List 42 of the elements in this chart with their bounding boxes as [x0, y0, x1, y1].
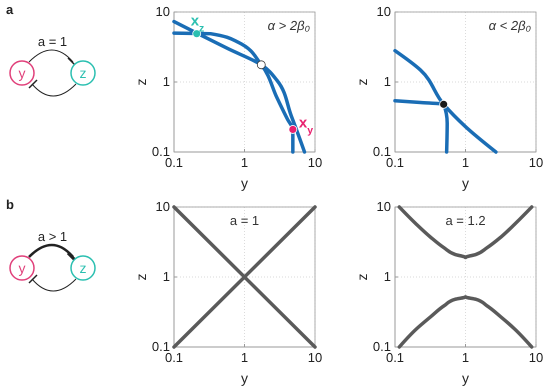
- text: b: [6, 197, 14, 212]
- x-tick-label: 10: [528, 155, 544, 170]
- text: α < 2β₀: [488, 18, 532, 33]
- text: y: [18, 260, 26, 276]
- y-tick-label: 1: [384, 74, 391, 90]
- x-tick-label: 10: [308, 350, 322, 366]
- text: a = 1.2: [445, 213, 486, 228]
- x-tick-label: 10: [308, 155, 322, 170]
- y-tick-label: 10: [376, 4, 391, 20]
- annotation: x$_{y}$: [298, 114, 314, 136]
- y-tick-label: 1: [384, 269, 391, 284]
- x-axis-title: y: [462, 370, 469, 386]
- x-axis-title: y: [241, 370, 248, 386]
- y-axis-title: z: [133, 274, 149, 280]
- y-axis-title: z: [354, 274, 370, 280]
- y-tick-label: 10: [156, 199, 170, 214]
- x-axis-title: y: [462, 175, 469, 191]
- x-axis-title: y: [241, 175, 248, 191]
- y-axis-title: z: [133, 78, 149, 86]
- x-tick-label: 1: [240, 155, 248, 170]
- text: a = 1: [38, 34, 68, 49]
- text: z: [80, 260, 86, 276]
- x-tick-label: 1: [462, 155, 470, 170]
- text: α > 2β₀: [268, 18, 311, 33]
- y-tick-label: 0.1: [372, 339, 391, 354]
- x-tick-label: 1: [462, 350, 470, 366]
- x-tick-label: 1: [240, 350, 248, 366]
- text: y: [18, 65, 26, 81]
- text: a > 1: [38, 229, 68, 244]
- y-tick-label: 0.1: [152, 144, 170, 160]
- y-tick-label: 0.1: [152, 339, 170, 354]
- y-tick-label: 10: [156, 4, 170, 20]
- y-tick-label: 0.1: [372, 144, 391, 160]
- y-tick-label: 10: [376, 199, 391, 214]
- annotation: x$_{z}$: [190, 12, 204, 35]
- x-tick-label: 10: [528, 350, 544, 366]
- y-tick-label: 1: [162, 74, 170, 90]
- text: a = 1: [230, 213, 260, 228]
- text: z: [80, 65, 86, 81]
- y-tick-label: 1: [162, 269, 170, 284]
- y-axis-title: z: [354, 78, 370, 86]
- text: a: [6, 2, 14, 17]
